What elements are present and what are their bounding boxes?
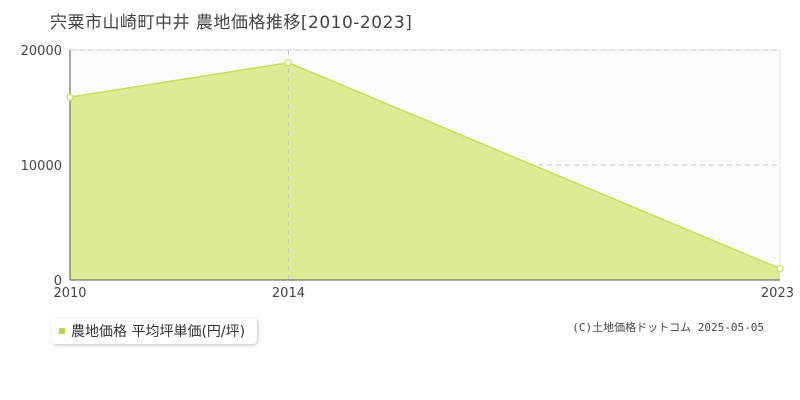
y-tick-label: 20000 [21,44,62,59]
legend: 農地価格 平均坪単価(円/坪) [51,318,258,344]
legend-swatch [59,328,65,334]
x-tick-label: 2023 [761,286,794,301]
x-tick-label: 2010 [53,286,86,301]
legend-label: 農地価格 平均坪単価(円/坪) [71,324,246,340]
data-point [776,264,784,273]
copyright-text: (C)土地価格ドットコム 2025-05-05 [572,321,764,334]
data-point [284,59,293,67]
data-point [66,93,74,101]
y-tick-label: 10000 [21,159,62,174]
plot-area: 0 10000 20000 2010 2014 2023 [21,44,794,301]
x-tick-label: 2014 [272,286,305,301]
area-chart: 0 10000 20000 2010 2014 2023 [21,44,794,301]
y-tick-label: 0 [54,274,62,289]
chart-title: 宍粟市山崎町中井 農地価格推移[2010-2023] [50,13,413,33]
series-area [70,62,780,281]
